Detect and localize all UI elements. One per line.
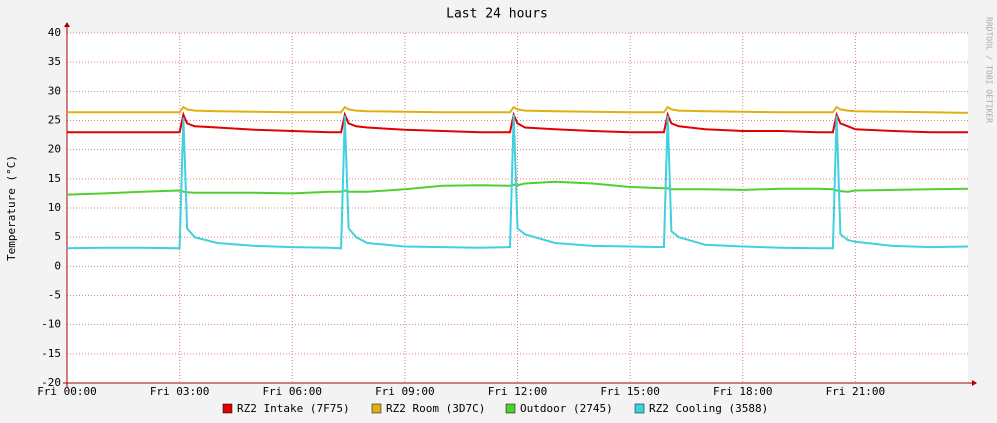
chart-title: Last 24 hours <box>446 7 548 22</box>
x-tick-label: Fri 09:00 <box>375 385 435 398</box>
legend-swatch <box>505 403 516 414</box>
axis-arrow <box>972 380 977 386</box>
x-tick-label: Fri 15:00 <box>600 385 660 398</box>
y-tick-label: -10 <box>41 318 61 331</box>
y-tick-label: 30 <box>48 84 61 97</box>
y-tick-label: 10 <box>48 201 61 214</box>
y-tick-label: 20 <box>48 143 61 156</box>
x-tick-label: Fri 18:00 <box>713 385 773 398</box>
y-tick-label: 5 <box>54 230 61 243</box>
series-line <box>66 114 969 250</box>
legend-label: RZ2 Room (3D7C) <box>386 402 485 415</box>
y-tick-label: 25 <box>48 114 61 127</box>
axis-arrow <box>64 22 70 27</box>
legend-swatch <box>634 403 645 414</box>
series-line <box>67 111 968 134</box>
legend-label: RZ2 Cooling (3588) <box>649 402 768 415</box>
x-tick-label: Fri 21:00 <box>826 385 886 398</box>
y-tick-label: 40 <box>48 26 61 39</box>
series-line <box>67 105 969 114</box>
y-tick-label: 35 <box>48 55 61 68</box>
watermark: RRDTOOL / TOBI OETIKER <box>985 17 994 123</box>
x-tick-label: Fri 12:00 <box>488 385 548 398</box>
x-tick-label: Fri 03:00 <box>150 385 210 398</box>
x-tick-label: Fri 00:00 <box>37 385 97 398</box>
x-tick-label: Fri 06:00 <box>262 385 322 398</box>
legend-swatch <box>371 403 382 414</box>
y-tick-label: -20 <box>41 376 61 389</box>
y-tick-label: -5 <box>48 289 61 302</box>
legend-swatch <box>222 403 233 414</box>
y-axis-label: Temperature (°C) <box>5 155 18 261</box>
y-tick-label: -15 <box>41 347 61 360</box>
y-tick-label: 15 <box>48 172 61 185</box>
y-tick-label: 0 <box>54 259 61 272</box>
legend-label: RZ2 Intake (7F75) <box>237 402 350 415</box>
legend-label: Outdoor (2745) <box>520 402 613 415</box>
